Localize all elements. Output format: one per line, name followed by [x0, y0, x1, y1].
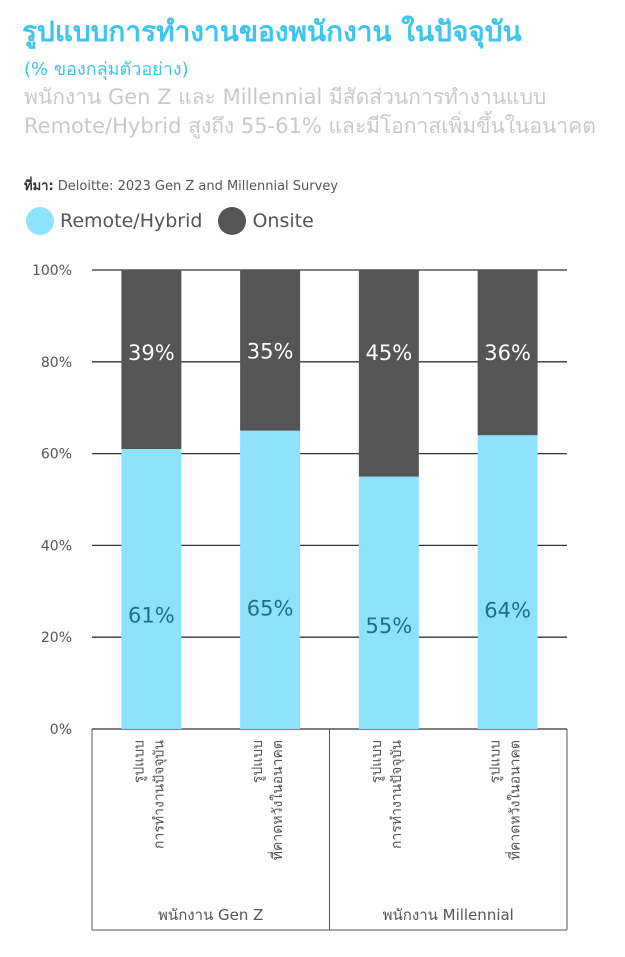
data-label-onsite: 35% — [247, 339, 294, 363]
data-label-onsite: 36% — [484, 341, 531, 365]
y-tick-label: 80% — [41, 355, 72, 371]
x-category-label: รูปแบบ — [488, 740, 504, 783]
y-tick-label: 100% — [32, 263, 72, 279]
data-label-remote-hybrid: 61% — [128, 604, 175, 628]
legend-item-onsite: Onsite — [218, 207, 314, 235]
x-category-label: รูปแบบ — [369, 740, 385, 783]
y-tick-label: 60% — [41, 447, 72, 463]
legend-item-remote: Remote/Hybrid — [26, 207, 202, 235]
bar-onsite — [240, 270, 301, 431]
chart-title: รูปแบบการทำงานของพนักงาน ในปัจจุบัน — [22, 15, 522, 48]
x-category-label: ที่คาดหวังในอนาคต — [506, 740, 524, 860]
bar-remote-hybrid — [358, 476, 419, 729]
legend-label-onsite: Onsite — [252, 210, 314, 232]
bar-remote-hybrid — [477, 435, 538, 729]
x-group-label: พนักงาน Millennial — [383, 906, 514, 924]
x-category-label: การทำงานปัจจุบัน — [151, 740, 167, 849]
x-category-label: รูปแบบ — [250, 740, 266, 783]
data-label-remote-hybrid: 64% — [484, 598, 531, 622]
legend-label-remote: Remote/Hybrid — [60, 210, 203, 232]
y-tick-label: 20% — [41, 630, 72, 646]
data-label-remote-hybrid: 65% — [247, 597, 294, 621]
legend: Remote/Hybrid Onsite — [26, 207, 330, 235]
bar-onsite — [121, 270, 182, 450]
y-tick-label: 40% — [41, 538, 72, 554]
data-label-remote-hybrid: 55% — [366, 614, 413, 638]
chart-description: พนักงาน Gen Z และ Millennial มีสัดส่วนกา… — [24, 85, 596, 138]
x-category-label: ที่คาดหวังในอนาคต — [268, 740, 286, 860]
source-line: ที่มา: Deloitte: 2023 Gen Z and Millenni… — [24, 175, 338, 196]
y-tick-label: 0% — [50, 722, 72, 738]
chart-subtitle: (% ของกลุ่มตัวอย่าง) — [24, 59, 189, 80]
bar-remote-hybrid — [121, 449, 182, 729]
source-label: ที่มา: — [24, 179, 54, 194]
x-category-label: รูปแบบ — [131, 740, 147, 783]
legend-swatch-remote — [26, 207, 54, 235]
data-label-onsite: 39% — [128, 341, 175, 365]
legend-swatch-onsite — [218, 207, 247, 235]
source-text: Deloitte: 2023 Gen Z and Millennial Surv… — [53, 179, 339, 194]
bar-onsite — [358, 270, 419, 477]
bar-onsite — [477, 270, 538, 436]
x-group-label: พนักงาน Gen Z — [158, 906, 263, 924]
x-category-label: การทำงานปัจจุบัน — [389, 740, 405, 849]
data-label-onsite: 45% — [366, 341, 413, 365]
bar-remote-hybrid — [240, 430, 301, 729]
